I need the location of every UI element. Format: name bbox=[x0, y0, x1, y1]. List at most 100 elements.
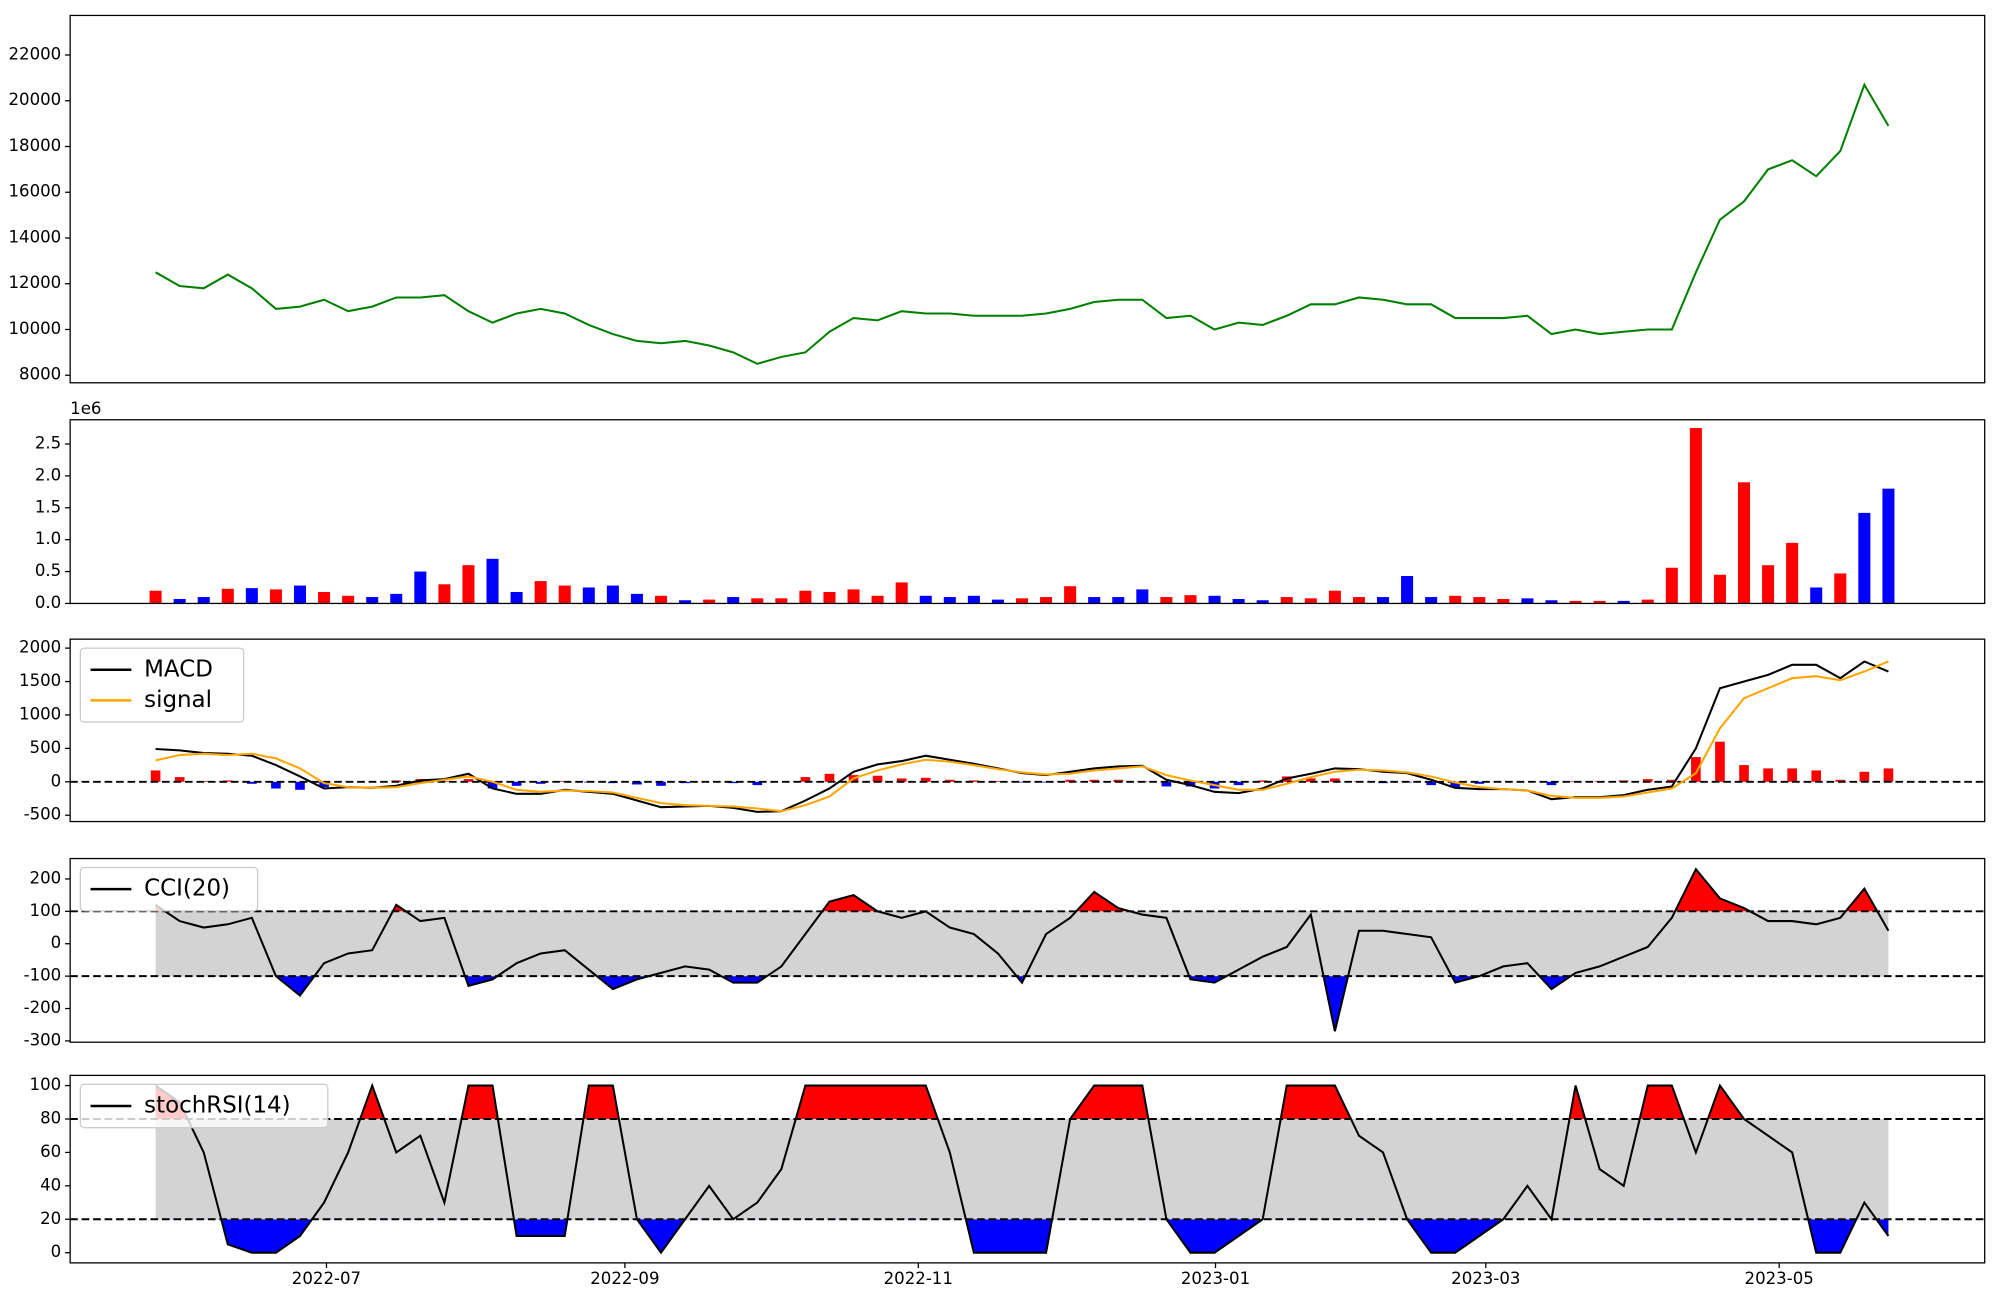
volume-bar bbox=[1040, 597, 1053, 604]
histogram-bar bbox=[1642, 779, 1653, 782]
volume-bar bbox=[1762, 565, 1775, 604]
histogram-bar bbox=[896, 778, 907, 782]
histogram-bar bbox=[319, 781, 329, 788]
histogram-bar bbox=[1811, 770, 1822, 782]
y-tick-label: 1000 bbox=[19, 704, 61, 723]
histogram-bar bbox=[1426, 781, 1436, 786]
volume-bar bbox=[1689, 428, 1702, 604]
volume-bar bbox=[1449, 595, 1462, 604]
volume-bar bbox=[1786, 542, 1799, 604]
y-tick-label: 500 bbox=[30, 738, 62, 757]
histogram-bar bbox=[993, 781, 1003, 782]
volume-bar bbox=[582, 587, 595, 604]
histogram-bar bbox=[1306, 778, 1316, 782]
y-tick-label: -200 bbox=[24, 998, 62, 1017]
histogram-bar bbox=[969, 780, 979, 782]
histogram-bar bbox=[752, 781, 763, 786]
histogram-bar bbox=[944, 779, 955, 782]
volume-bar bbox=[1545, 600, 1558, 604]
volume-bar bbox=[799, 590, 812, 604]
histogram-bar bbox=[1739, 765, 1749, 782]
volume-bar bbox=[1232, 598, 1245, 604]
volume-bar bbox=[1617, 600, 1630, 604]
volume-bar bbox=[486, 558, 499, 604]
volume-bar bbox=[871, 595, 884, 604]
y-tick-label: 10000 bbox=[8, 319, 61, 338]
legend-label: stochRSI(14) bbox=[144, 1092, 290, 1118]
histogram-bar bbox=[487, 781, 498, 789]
volume-bar bbox=[654, 595, 668, 604]
histogram-bar bbox=[1787, 768, 1797, 782]
volume-bar bbox=[1473, 597, 1486, 604]
volume-bar bbox=[245, 588, 258, 604]
volume-bar bbox=[558, 585, 571, 604]
y-tick-label: 12000 bbox=[8, 273, 61, 292]
histogram-bar bbox=[824, 773, 835, 782]
volume-bar bbox=[1834, 573, 1847, 604]
volume-bar bbox=[895, 582, 908, 604]
legend-label: signal bbox=[144, 687, 212, 713]
histogram-bar bbox=[1859, 771, 1870, 782]
volume-bar bbox=[823, 591, 836, 604]
y-tick-label: 80 bbox=[40, 1108, 61, 1127]
volume-bar bbox=[1569, 600, 1582, 604]
histogram-bar bbox=[1017, 781, 1027, 783]
histogram-bar bbox=[1715, 741, 1725, 782]
volume-bar bbox=[1064, 586, 1077, 604]
y-tick-label: 8000 bbox=[19, 365, 61, 384]
volume-bar bbox=[967, 595, 980, 604]
volume-bar bbox=[318, 591, 331, 604]
y-tick-label: 1.0 bbox=[35, 529, 61, 548]
volume-bar bbox=[727, 597, 740, 604]
histogram-bar bbox=[632, 781, 642, 785]
volume-bar bbox=[1521, 598, 1534, 604]
axes-frame bbox=[69, 14, 1986, 384]
y-tick-label: 1.5 bbox=[35, 497, 61, 516]
x-tick-label: 2022-09 bbox=[590, 1269, 659, 1288]
histogram-bar bbox=[1161, 781, 1172, 787]
volume-bar bbox=[919, 595, 932, 604]
y-tick-label: 22000 bbox=[8, 45, 61, 64]
volume-bar bbox=[342, 595, 355, 604]
neutral-band bbox=[155, 911, 1889, 977]
axes-frame bbox=[69, 1074, 1986, 1264]
y-tick-label: 0 bbox=[51, 933, 62, 952]
histogram-bar bbox=[1065, 779, 1075, 782]
histogram-bar bbox=[463, 779, 474, 782]
y-tick-label: 0 bbox=[51, 1242, 62, 1261]
volume-bar bbox=[703, 599, 716, 604]
series-line bbox=[155, 660, 1889, 813]
volume-bar bbox=[197, 597, 210, 604]
histogram-bar bbox=[222, 780, 233, 782]
volume-bar bbox=[1641, 599, 1654, 604]
volume-bar bbox=[1136, 589, 1149, 604]
volume-bar bbox=[1882, 488, 1895, 604]
legend-box bbox=[79, 1083, 329, 1129]
oversold-fill bbox=[155, 1219, 1889, 1253]
series-line bbox=[155, 1082, 1890, 1255]
volume-bar bbox=[534, 581, 547, 604]
volume-bar bbox=[1593, 600, 1606, 604]
legend-box bbox=[79, 866, 259, 912]
histogram-bar bbox=[1763, 768, 1773, 782]
y-tick-label: -300 bbox=[24, 1030, 62, 1049]
volume-bar bbox=[1810, 587, 1823, 604]
volume-bar bbox=[1376, 597, 1390, 604]
y-tick-label: 60 bbox=[40, 1142, 61, 1161]
volume-bar bbox=[1328, 590, 1341, 604]
histogram-bar bbox=[1546, 781, 1557, 786]
histogram-bar bbox=[1835, 779, 1846, 782]
series-line bbox=[155, 867, 1890, 1032]
volume-bar bbox=[1112, 597, 1125, 604]
y-tick-label: 0.0 bbox=[35, 593, 61, 612]
y-tick-label: 2.5 bbox=[35, 434, 61, 453]
volume-bar bbox=[679, 600, 692, 604]
axes-frame bbox=[69, 857, 1986, 1043]
y-tick-label: -500 bbox=[24, 805, 62, 824]
volume-bar bbox=[221, 588, 234, 604]
x-tick-label: 2023-03 bbox=[1451, 1269, 1520, 1288]
volume-bar bbox=[1401, 576, 1414, 604]
volume-bar bbox=[1256, 600, 1269, 604]
y-tick-label: 0.5 bbox=[35, 561, 61, 580]
